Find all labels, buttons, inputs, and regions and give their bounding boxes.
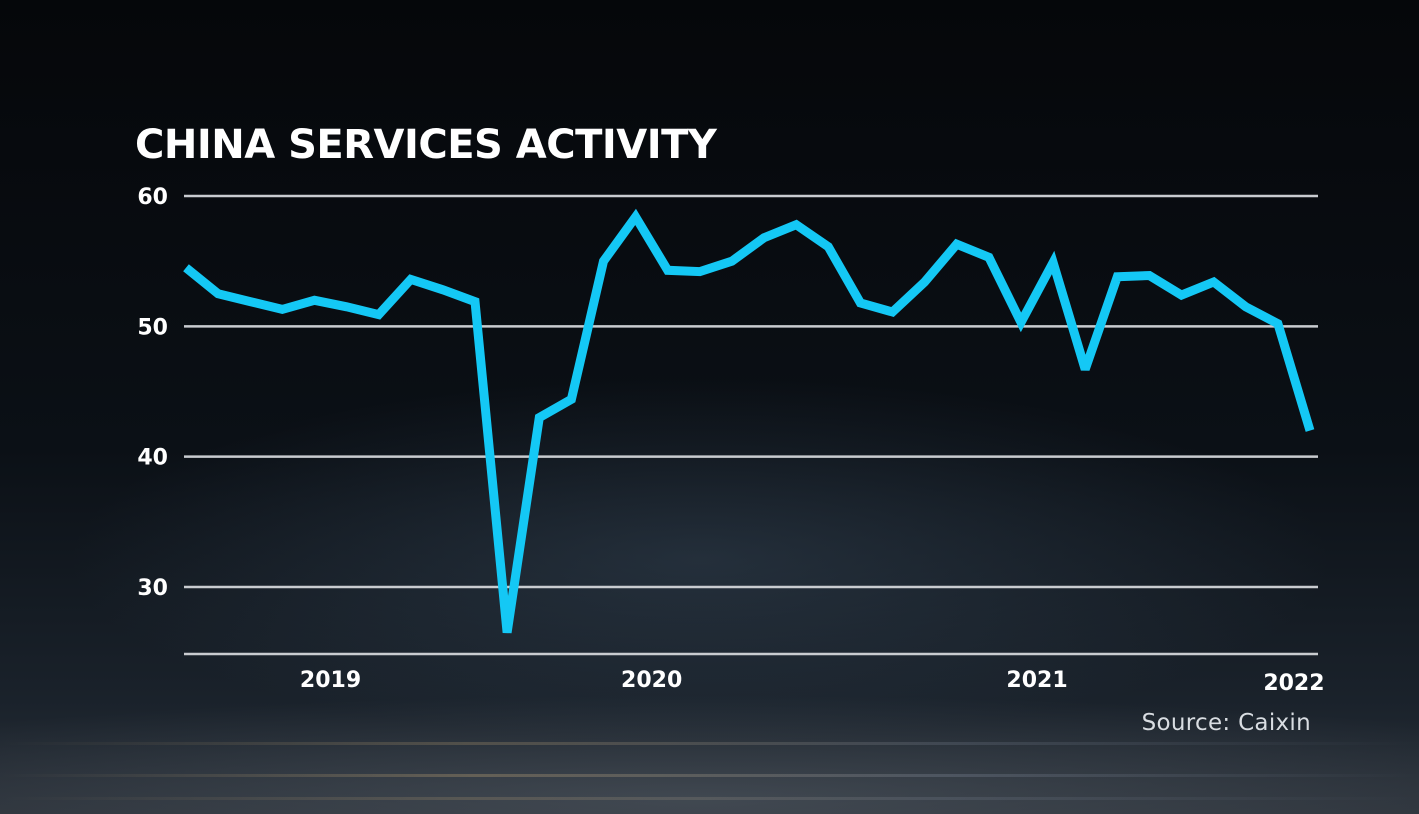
x-axis-ticks: 2019 2020 2021 2022	[300, 668, 1325, 696]
series-group	[183, 208, 1315, 634]
chart-title: CHINA SERVICES ACTIVITY	[135, 122, 717, 168]
gridlines	[184, 194, 1318, 656]
x-tick-label: 2022	[1263, 671, 1324, 696]
series-line	[183, 208, 1315, 634]
x-tick-label: 2021	[1006, 668, 1067, 693]
y-tick-label: 60	[137, 185, 168, 210]
y-axis-ticks: 30 40 50 60	[137, 185, 168, 601]
y-tick-label: 30	[137, 576, 168, 601]
y-tick-label: 40	[137, 446, 168, 471]
x-tick-label: 2020	[621, 668, 682, 693]
background-streak	[0, 774, 1419, 777]
y-tick-label: 50	[137, 315, 168, 340]
background-streak	[0, 742, 1419, 745]
x-tick-label: 2019	[300, 668, 361, 693]
background-streak	[0, 797, 1419, 800]
source-note: Source: Caixin	[1141, 710, 1311, 736]
